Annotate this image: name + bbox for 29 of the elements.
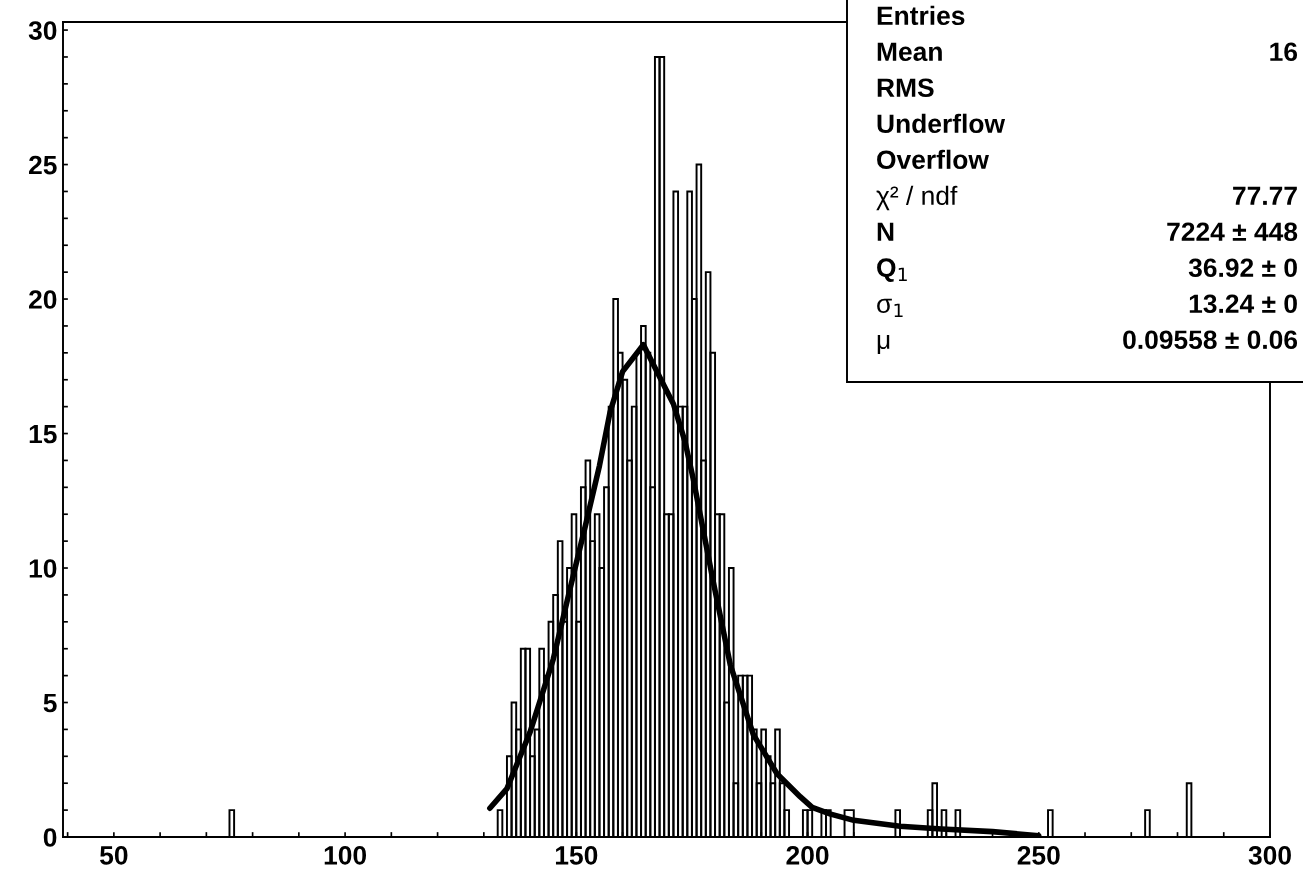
annotation: 36.92 ± 0 <box>1188 258 1297 278</box>
y-tick-label: 20 <box>29 290 57 309</box>
x-tick-label: 300 <box>1248 846 1291 865</box>
y-tick-label: 25 <box>29 155 57 175</box>
x-tick-label: 250 <box>1017 846 1060 865</box>
annotation: 13.24 ± 0 <box>1189 294 1297 314</box>
annotation: Mean <box>877 42 942 62</box>
annotation: 77.77 <box>1233 186 1297 205</box>
annotation: Q$_{1}$ <box>877 258 907 282</box>
annotation: Underflow <box>877 113 1006 134</box>
annotation: 0.09558 ± 0.06 <box>1123 330 1298 350</box>
y-tick-label: 0 <box>43 828 57 847</box>
annotation: 7224 ± 448 <box>1167 222 1298 242</box>
y-tick-label: 5 <box>43 693 57 713</box>
annotation: Overflow <box>877 149 989 170</box>
x-tick-label: 200 <box>786 846 829 865</box>
annotation: σ$_{1}$ <box>877 298 903 318</box>
y-tick-label: 10 <box>29 559 57 578</box>
text: 16 <box>1270 42 1298 62</box>
x-tick-label: 100 <box>324 846 367 865</box>
y-tick-label: 15 <box>29 424 57 444</box>
annotation: μ <box>877 334 890 354</box>
annotation: RMS <box>877 78 934 98</box>
x-tick-label: 50 <box>100 846 128 865</box>
y-tick-label: 30 <box>28 21 57 40</box>
x-tick-label: 150 <box>555 846 598 865</box>
annotation: Entries <box>877 5 965 26</box>
annotation: N <box>877 222 894 241</box>
annotation: χ² / ndf <box>876 185 958 211</box>
